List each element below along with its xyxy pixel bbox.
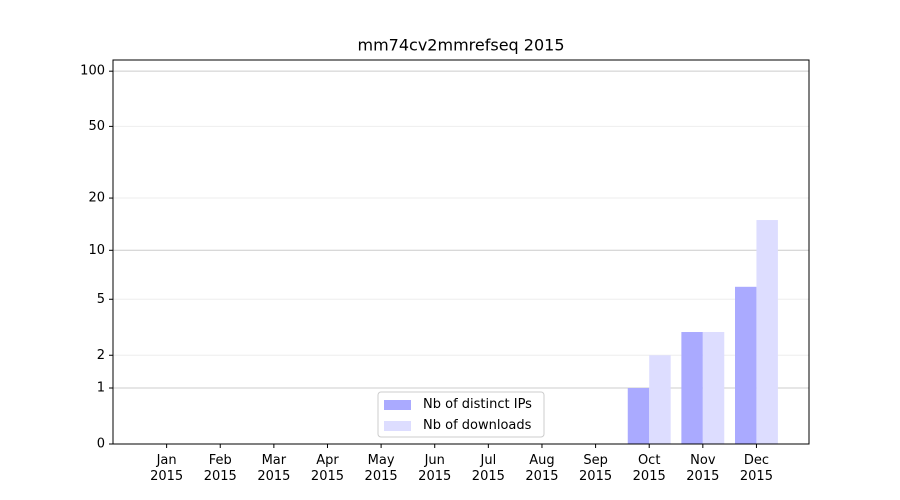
y-tick-label: 0 bbox=[97, 437, 105, 452]
bar bbox=[649, 355, 671, 444]
x-tick-label: Jan 2015 bbox=[150, 453, 184, 484]
y-tick-label: 50 bbox=[88, 119, 105, 134]
y-tick-label: 20 bbox=[88, 191, 105, 206]
x-tick-label: Mar 2015 bbox=[257, 453, 291, 484]
legend-swatch bbox=[384, 421, 411, 431]
x-tick-label: Nov 2015 bbox=[686, 453, 720, 484]
legend-label: Nb of downloads bbox=[423, 418, 532, 433]
bar bbox=[756, 220, 778, 444]
x-tick-label: Jul 2015 bbox=[471, 453, 505, 484]
legend-box bbox=[377, 391, 545, 438]
x-tick-label: Aug 2015 bbox=[525, 453, 559, 484]
x-tick-label: Sep 2015 bbox=[579, 453, 613, 484]
x-tick-label: Dec 2015 bbox=[739, 453, 773, 484]
y-tick-label: 1 bbox=[97, 381, 105, 396]
x-tick-label: Apr 2015 bbox=[310, 453, 345, 484]
bar bbox=[702, 332, 725, 444]
bar bbox=[681, 332, 703, 444]
legend-swatch bbox=[384, 400, 411, 410]
bar bbox=[627, 388, 650, 444]
y-tick-label: 100 bbox=[80, 64, 105, 79]
x-tick-label: Oct 2015 bbox=[632, 453, 666, 484]
chart-title: mm74cv2mmrefseq 2015 bbox=[358, 36, 565, 55]
legend-label: Nb of distinct IPs bbox=[423, 397, 532, 412]
x-tick-label: Feb 2015 bbox=[203, 453, 237, 484]
x-tick-label: Jun 2015 bbox=[418, 453, 452, 484]
y-tick-label: 10 bbox=[88, 243, 105, 258]
y-tick-label: 5 bbox=[97, 292, 105, 307]
y-tick-label: 2 bbox=[97, 348, 105, 363]
plot-frame bbox=[112, 59, 810, 445]
x-tick-label: May 2015 bbox=[364, 453, 398, 484]
bar bbox=[735, 286, 757, 444]
